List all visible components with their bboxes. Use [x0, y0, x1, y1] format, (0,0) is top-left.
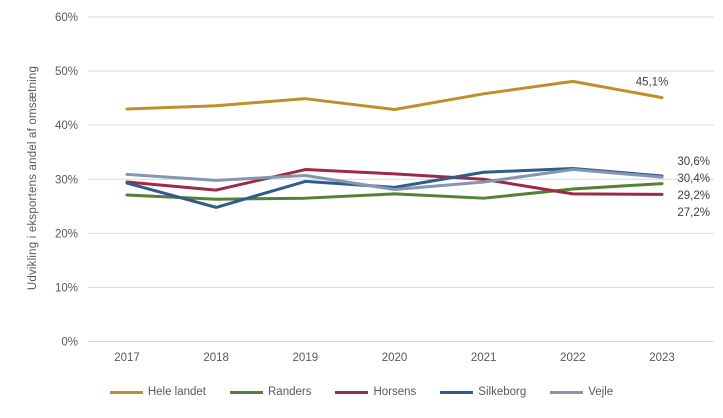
x-tick-label-2023: 2023	[649, 352, 675, 364]
x-tick-label-2021: 2021	[471, 352, 497, 364]
y-tick-label-40: 40%	[55, 120, 78, 132]
y-tick-label-50: 50%	[55, 66, 78, 78]
y-tick-label-20: 20%	[55, 228, 78, 240]
legend-label-horsens: Horsens	[373, 386, 417, 398]
legend-item-hele-landet: Hele landet	[109, 386, 206, 398]
legend-label-randers: Randers	[268, 386, 312, 398]
series-line-vejle	[125, 168, 664, 192]
x-tick-label-2022: 2022	[560, 352, 586, 364]
legend-item-horsens: Horsens	[335, 386, 416, 398]
data-label-randers: 29,2%	[677, 190, 710, 202]
legend-item-vejle: Vejle	[550, 386, 613, 398]
series-line-hele-landet	[125, 79, 664, 111]
chart-legend: Hele landet Randers Horsens Silkeborg Vejle	[0, 386, 723, 398]
series-line-randers	[125, 182, 664, 201]
legend-swatch-randers	[230, 390, 263, 394]
y-tick-label-0: 0%	[61, 337, 78, 349]
legend-swatch-silkeborg	[440, 390, 474, 394]
series-line-horsens	[125, 168, 664, 196]
x-tick-label-2018: 2018	[203, 352, 229, 364]
y-tick-label-10: 10%	[55, 282, 78, 294]
legend-label-vejle: Vejle	[588, 386, 614, 398]
legend-swatch-vejle	[550, 390, 584, 394]
legend-label-silkeborg: Silkeborg	[478, 386, 527, 398]
data-label-vejle: 30,4%	[677, 173, 710, 185]
x-tick-label-2020: 2020	[382, 352, 408, 364]
x-tick-label-2019: 2019	[293, 352, 319, 364]
x-tick-label-2017: 2017	[114, 352, 140, 364]
legend-item-silkeborg: Silkeborg	[440, 386, 526, 398]
data-label-horsens: 27,2%	[677, 207, 710, 219]
legend-item-randers: Randers	[230, 386, 311, 398]
y-tick-label-60: 60%	[55, 12, 78, 24]
legend-swatch-horsens	[335, 390, 369, 394]
legend-label-hele-landet: Hele landet	[147, 386, 206, 398]
y-tick-label-30: 30%	[55, 174, 78, 186]
data-label-hele-landet: 45,1%	[636, 77, 669, 89]
legend-swatch-hele-landet	[109, 390, 143, 394]
data-label-silkeborg: 30,6%	[677, 156, 710, 168]
